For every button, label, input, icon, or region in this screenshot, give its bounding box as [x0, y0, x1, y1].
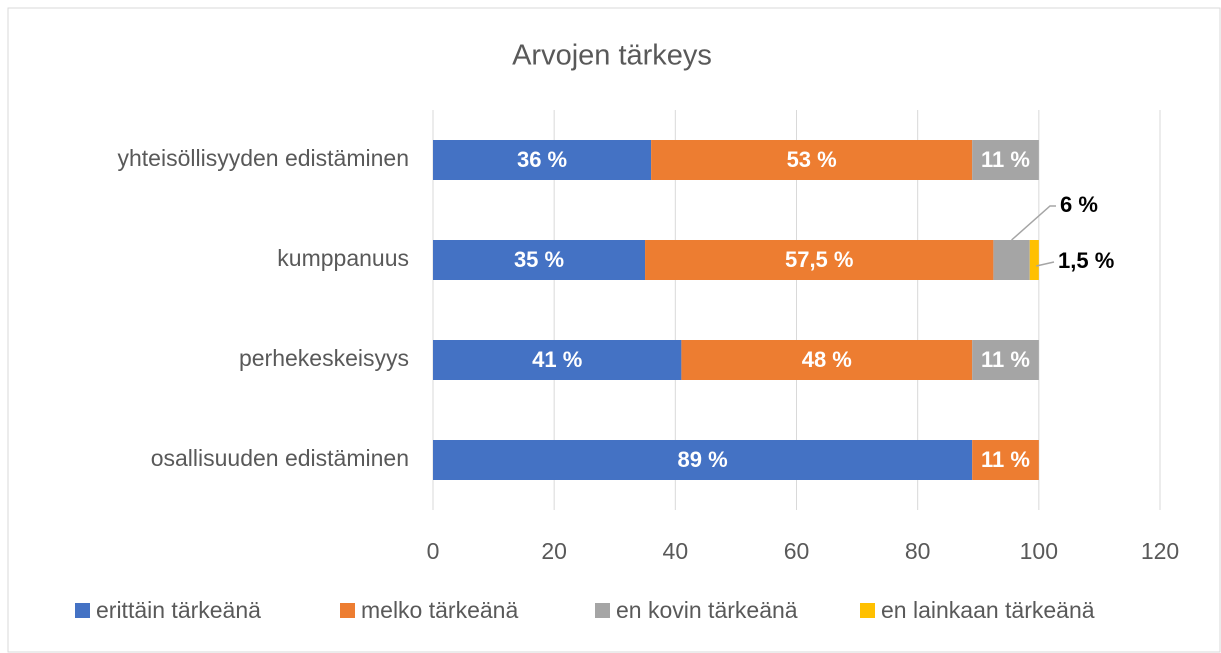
data-label: 1,5 % [1058, 248, 1114, 273]
bar-segment [972, 140, 1039, 180]
legend-label: en lainkaan tärkeänä [881, 597, 1095, 623]
leader-line [1011, 205, 1056, 241]
bar-segment [651, 140, 973, 180]
bar-segment [433, 140, 652, 180]
legend-label: en kovin tärkeänä [616, 597, 798, 623]
legend-swatch [340, 603, 355, 618]
x-tick-label: 80 [905, 538, 931, 564]
bar-segment [433, 240, 646, 280]
data-label: 89 % [678, 447, 728, 472]
x-tick-label: 20 [541, 538, 567, 564]
data-label: 41 % [532, 347, 582, 372]
bar-segment [681, 340, 973, 380]
bar-segment [1029, 240, 1039, 280]
data-label: 36 % [517, 147, 567, 172]
bar-segment [645, 240, 994, 280]
x-tick-label: 0 [427, 538, 440, 564]
y-tick-label: yhteisöllisyyden edistäminen [118, 145, 410, 171]
data-label: 11 % [981, 147, 1030, 172]
legend-label: erittäin tärkeänä [96, 597, 261, 623]
legend-swatch [860, 603, 875, 618]
y-tick-label: perhekeskeisyys [239, 345, 409, 371]
legend-label: melko tärkeänä [361, 597, 518, 623]
chart-border [7, 7, 1221, 653]
x-tick-label: 120 [1141, 538, 1179, 564]
bar-segment [433, 440, 973, 480]
data-label: 53 % [787, 147, 837, 172]
data-label: 48 % [802, 347, 852, 372]
x-tick-label: 60 [784, 538, 810, 564]
chart-title: Arvojen tärkeys [512, 40, 712, 72]
data-label: 35 % [514, 247, 564, 272]
bar-segment [433, 340, 682, 380]
x-tick-label: 100 [1020, 538, 1058, 564]
data-label: 6 % [1060, 192, 1098, 217]
legend-swatch [595, 603, 610, 618]
y-tick-label: kumppanuus [277, 245, 409, 271]
legend-swatch [75, 603, 90, 618]
data-label: 57,5 % [785, 247, 854, 272]
bar-segment [993, 240, 1030, 280]
bar-segment [972, 340, 1039, 380]
leader-line [1036, 261, 1055, 267]
data-label: 11 % [981, 447, 1030, 472]
data-label: 11 % [981, 347, 1030, 372]
x-tick-label: 40 [663, 538, 689, 564]
bar-segment [972, 440, 1039, 480]
y-tick-label: osallisuuden edistäminen [151, 445, 409, 471]
